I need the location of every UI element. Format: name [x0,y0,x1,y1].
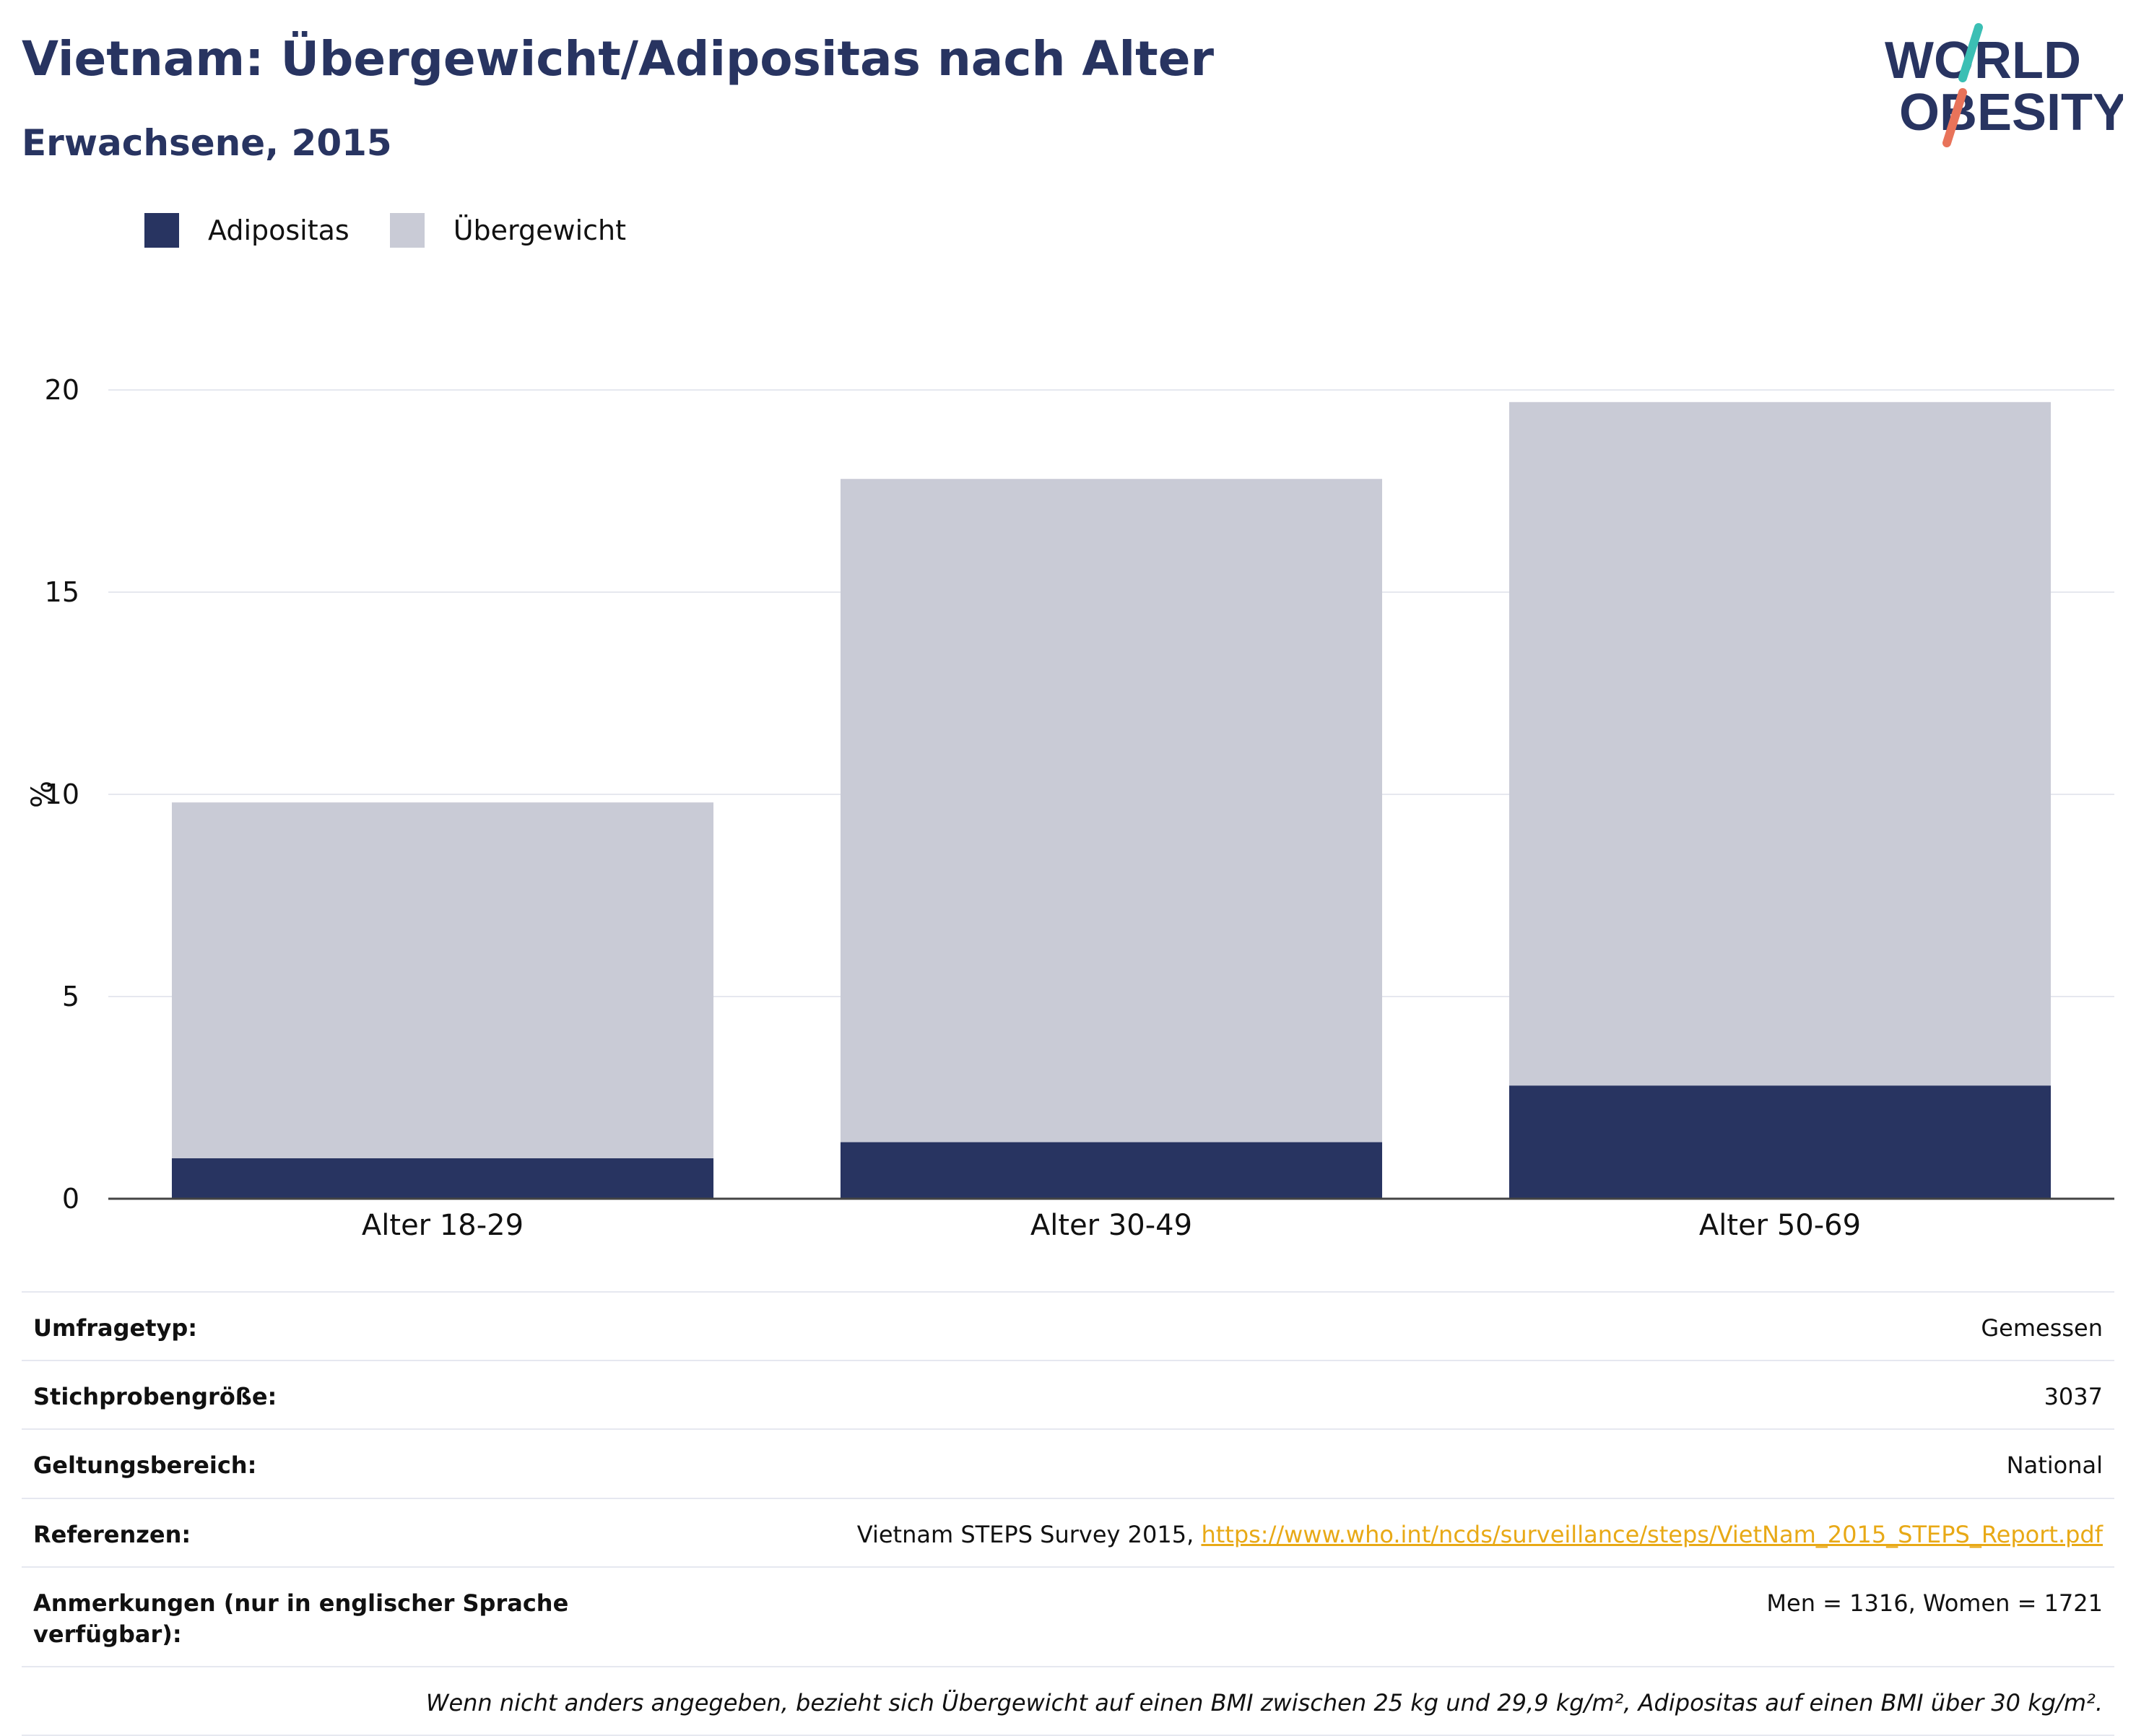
chart-subtitle: Erwachsene, 2015 [22,122,392,164]
x-tick-label: Alter 50-69 [1699,1209,1861,1242]
info-label-sample-size: Stichprobengröße: [22,1360,594,1430]
y-tick-label: 15 [45,576,79,608]
legend-swatch-adipositas [144,213,179,248]
bar-adipositas-3 [1508,1085,2052,1199]
info-row-sample-size: Stichprobengröße: 3037 [22,1360,2114,1430]
info-label-scope: Geltungsbereich: [22,1428,594,1498]
legend-label-uebergewicht: Übergewicht [453,214,626,246]
info-row-survey-type: Umfragetyp: Gemessen [22,1290,2114,1361]
legend-item-adipositas[interactable]: Adipositas [144,213,350,248]
y-axis-label: % [26,781,59,808]
info-label-survey-type: Umfragetyp: [22,1290,594,1361]
x-tick-label: Alter 18-29 [362,1209,524,1242]
survey-info-table: Umfragetyp: Gemessen Stichprobengröße: 3… [22,1290,2114,1736]
world-obesity-logo: WORLD OBESITY [1885,23,2123,147]
logo-slash-top [1958,23,1983,82]
bar-chart: 0 5 10 15 20% Alter 18-29 Alter 30-49 Alter 50-… [26,374,2114,1242]
logo-slash-bottom [1942,88,1967,147]
info-value-sample-size: 3037 [594,1360,2114,1430]
chart-title: Vietnam: Übergewicht/Adipositas nach Alt… [22,31,1214,87]
bmi-footnote: Wenn nicht anders angegeben, bezieht sic… [22,1666,2114,1736]
logo-text-obesity: OBESITY [1899,84,2123,142]
bar-uebergewicht-3 [1508,402,2052,1086]
info-row-scope: Geltungsbereich: National [22,1428,2114,1498]
bar-uebergewicht-2 [840,479,1383,1142]
reference-link[interactable]: https://www.who.int/ncds/surveillance/st… [1201,1520,2103,1548]
y-tick-label: 20 [45,374,79,406]
chart-legend: Adipositas Übergewicht [144,213,667,248]
info-label-references: Referenzen: [22,1497,594,1567]
legend-label-adipositas: Adipositas [208,214,350,246]
info-row-references: Referenzen: Vietnam STEPS Survey 2015, h… [22,1497,2114,1567]
info-row-footnote: Wenn nicht anders angegeben, bezieht sic… [22,1666,2114,1736]
y-tick-label: 10 [45,778,79,810]
legend-item-uebergewicht[interactable]: Übergewicht [389,213,626,248]
info-value-references: Vietnam STEPS Survey 2015, https://www.w… [594,1497,2114,1567]
info-row-notes: Anmerkungen (nur in englischer Sprache v… [22,1566,2114,1667]
y-tick-label: 5 [62,981,79,1012]
info-value-notes: Men = 1316, Women = 1721 [594,1566,2114,1667]
info-label-notes: Anmerkungen (nur in englischer Sprache v… [22,1566,594,1667]
bar-uebergewicht-1 [171,802,714,1158]
bar-adipositas-1 [171,1158,714,1199]
reference-text: Vietnam STEPS Survey 2015, [856,1520,1202,1548]
y-tick-label: 0 [62,1183,79,1215]
logo-text-world: WORLD [1885,32,2081,90]
legend-swatch-uebergewicht [389,213,425,248]
info-value-survey-type: Gemessen [594,1290,2114,1361]
info-value-scope: National [594,1428,2114,1498]
bar-adipositas-2 [840,1142,1383,1199]
x-tick-label: Alter 30-49 [1030,1209,1192,1242]
